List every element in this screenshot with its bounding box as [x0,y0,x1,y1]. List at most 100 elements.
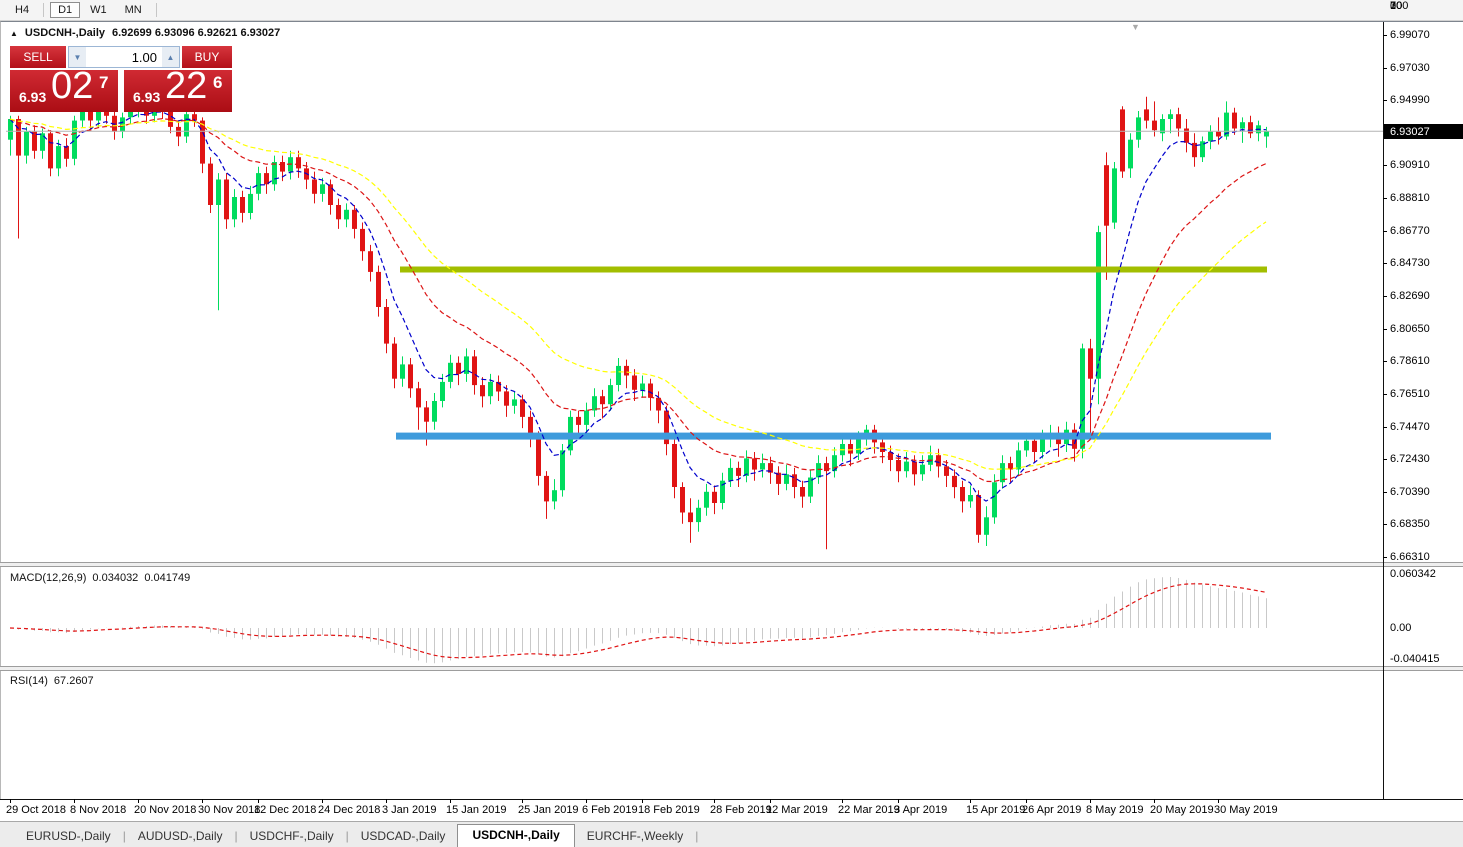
panel-splitter-macd[interactable] [0,562,1463,567]
tab-USDCADDaily[interactable]: USDCAD-,Daily [360,829,446,843]
timeframe-button-H4[interactable]: H4 [15,4,30,16]
date-tick-label: 26 Apr 2019 [1022,804,1082,816]
sell-button[interactable]: SELL [10,46,66,68]
chart-shift-marker-icon[interactable]: ▼ [1131,22,1140,32]
volume-decrease-button[interactable]: ▼ [69,47,86,67]
tab-EURCHFWeekly[interactable]: EURCHF-,Weekly [586,829,684,843]
date-tick-mark [74,799,75,803]
volume-input[interactable] [86,47,162,67]
date-tick-mark [138,799,139,803]
date-tick-label: 24 Dec 2018 [318,804,381,816]
tab-USDCHFDaily[interactable]: USDCHF-,Daily [249,829,334,843]
rsi-axis-label: 0 [1390,0,1397,12]
tab-separator: | [695,829,699,843]
date-tick-label: 20 May 2019 [1150,804,1214,816]
date-tick-mark [714,799,715,803]
chevron-up-icon: ▲ [166,52,175,62]
sell-price-digits: 02 [51,65,94,107]
panel-splitter-rsi[interactable] [0,666,1463,671]
date-tick-mark [1218,799,1219,803]
tab-AUDUSDDaily[interactable]: AUDUSD-,Daily [137,829,223,843]
date-tick-label: 12 Mar 2019 [766,804,828,816]
price-tick-label: 6.76510 [1390,388,1430,400]
buy-button[interactable]: BUY [182,46,232,68]
date-tick-mark [10,799,11,803]
date-tick-label: 8 Nov 2018 [70,804,127,816]
timeframe-toolbar: H4 D1 W1 MN [0,0,1463,21]
buy-price-point: 6 [213,73,223,92]
price-tick-mark [1383,459,1387,460]
date-tick-mark [586,799,587,803]
buy-price-prefix: 6.93 [133,89,161,105]
symbol-tab-bar: EURUSD-,Daily | AUDUSD-,Daily | USDCHF-,Dail… [0,821,1463,847]
buy-price-panel[interactable]: 6.93 22 6 [124,65,232,112]
volume-stepper: ▼ ▲ [68,46,180,68]
date-tick-mark [522,799,523,803]
price-tick-label: 6.72430 [1390,453,1430,465]
price-tick-label: 6.68350 [1390,518,1430,530]
tab-EURUSDDaily[interactable]: EURUSD-,Daily [26,829,111,843]
price-tick-label: 6.94990 [1390,94,1430,106]
chevron-down-icon: ▼ [73,52,82,62]
price-tick-label: 6.70390 [1390,486,1430,498]
sell-price-prefix: 6.93 [19,89,47,105]
date-tick-mark [898,799,899,803]
date-tick-label: 20 Nov 2018 [134,804,197,816]
toolbar-separator [155,3,157,17]
sell-price-panel[interactable]: 6.93 02 7 [10,65,118,112]
one-click-trading-panel: SELL ▼ ▲ BUY 6.93 02 7 6.93 22 6 [10,46,232,112]
price-tick-mark [1383,296,1387,297]
collapse-chart-icon[interactable]: ▲ [10,28,18,38]
price-tick-label: 6.74470 [1390,421,1430,433]
macd-main-value: 0.034032 [92,572,139,584]
price-tick-label: 6.88810 [1390,192,1430,204]
macd-label: MACD(12,26,9) 0.034032 0.041749 [10,572,190,584]
price-tick-label: 6.78610 [1390,355,1430,367]
tab-separator: | [345,829,349,843]
price-tick-mark [1383,165,1387,166]
date-tick-mark [970,799,971,803]
rsi-value: 67.2607 [53,675,94,687]
date-tick-mark [450,799,451,803]
date-tick-label: 22 Mar 2019 [838,804,900,816]
timeframe-button-MN[interactable]: MN [124,4,142,16]
rsi-axis-label: 30 [1390,0,1403,12]
macd-name: MACD(12,26,9) [10,572,87,584]
price-tick-mark [1383,524,1387,525]
price-tick-label: 6.84730 [1390,257,1430,269]
rsi-label: RSI(14) 67.2607 [10,675,94,687]
price-tick-label: 6.99070 [1390,29,1430,41]
date-tick-mark [202,799,203,803]
date-tick-label: 18 Feb 2019 [638,804,700,816]
date-tick-mark [1154,799,1155,803]
toolbar-separator [43,3,45,17]
timeframe-button-D1[interactable]: D1 [50,2,81,18]
price-tick-mark [1383,557,1387,558]
price-tick-mark [1383,427,1387,428]
date-tick-mark [1026,799,1027,803]
chart-ohlc-values: 6.92699 6.93096 6.92621 6.93027 [112,27,281,39]
sell-price-point: 7 [99,73,109,92]
date-tick-mark [642,799,643,803]
tab-USDCNHDaily[interactable]: USDCNH-,Daily [457,824,575,847]
date-tick-label: 12 Dec 2018 [254,804,317,816]
date-tick-label: 6 Feb 2019 [582,804,638,816]
date-tick-mark [322,799,323,803]
price-tick-label: 6.80650 [1390,323,1430,335]
timeframe-button-W1[interactable]: W1 [90,4,107,16]
date-tick-mark [386,799,387,803]
chart-window [0,21,1463,799]
price-tick-label: 6.82690 [1390,290,1430,302]
date-tick-mark [842,799,843,803]
date-tick-label: 25 Jan 2019 [518,804,579,816]
volume-increase-button[interactable]: ▲ [162,47,179,67]
price-tick-mark [1383,361,1387,362]
price-tick-mark [1383,329,1387,330]
price-tick-mark [1383,263,1387,264]
macd-axis-label: 0.060342 [1390,568,1436,580]
price-tick-mark [1383,100,1387,101]
buy-price-digits: 22 [165,65,208,107]
price-tick-mark [1383,68,1387,69]
price-tick-mark [1383,198,1387,199]
